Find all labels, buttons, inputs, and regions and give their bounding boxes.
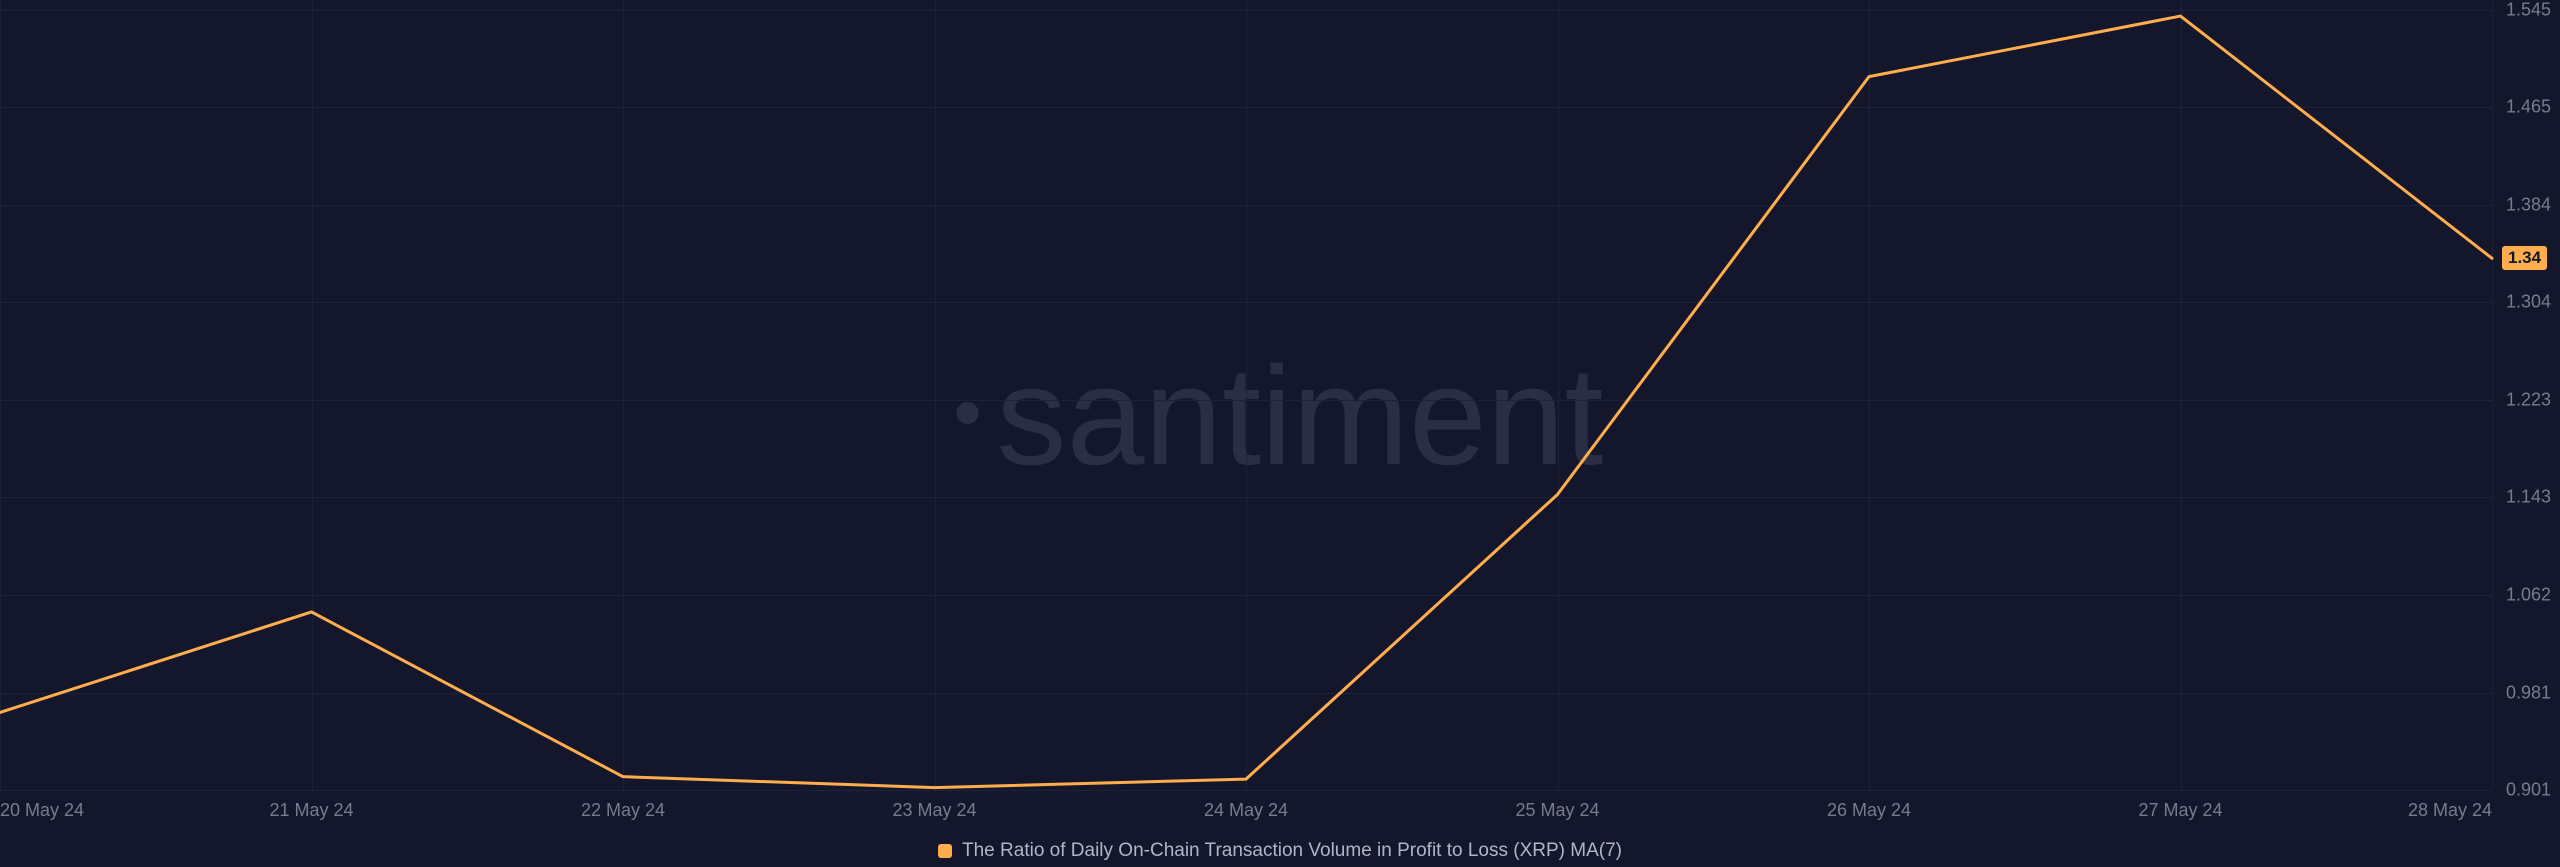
x-tick-label: 27 May 24 (2138, 800, 2222, 821)
series-line (0, 16, 2492, 788)
y-tick-label: 0.901 (2506, 780, 2551, 801)
current-value-text: 1.34 (2508, 248, 2541, 267)
x-tick-label: 28 May 24 (2408, 800, 2492, 821)
line-plot (0, 0, 2560, 867)
chart-container: santiment 0.9010.9811.0621.1431.2231.304… (0, 0, 2560, 867)
y-tick-label: 1.223 (2506, 390, 2551, 411)
y-tick-label: 1.545 (2506, 0, 2551, 21)
x-tick-label: 21 May 24 (269, 800, 353, 821)
y-tick-label: 0.981 (2506, 683, 2551, 704)
y-tick-label: 1.465 (2506, 96, 2551, 117)
y-tick-label: 1.304 (2506, 291, 2551, 312)
y-tick-label: 1.143 (2506, 486, 2551, 507)
x-tick-label: 23 May 24 (892, 800, 976, 821)
x-tick-label: 22 May 24 (581, 800, 665, 821)
x-tick-label: 24 May 24 (1204, 800, 1288, 821)
x-tick-label: 26 May 24 (1827, 800, 1911, 821)
legend: The Ratio of Daily On-Chain Transaction … (938, 840, 1622, 862)
x-tick-label: 20 May 24 (0, 800, 84, 821)
y-tick-label: 1.384 (2506, 195, 2551, 216)
legend-swatch (938, 844, 952, 858)
legend-label: The Ratio of Daily On-Chain Transaction … (962, 840, 1622, 862)
y-tick-label: 1.062 (2506, 585, 2551, 606)
current-value-badge: 1.34 (2502, 246, 2547, 270)
x-tick-label: 25 May 24 (1515, 800, 1599, 821)
